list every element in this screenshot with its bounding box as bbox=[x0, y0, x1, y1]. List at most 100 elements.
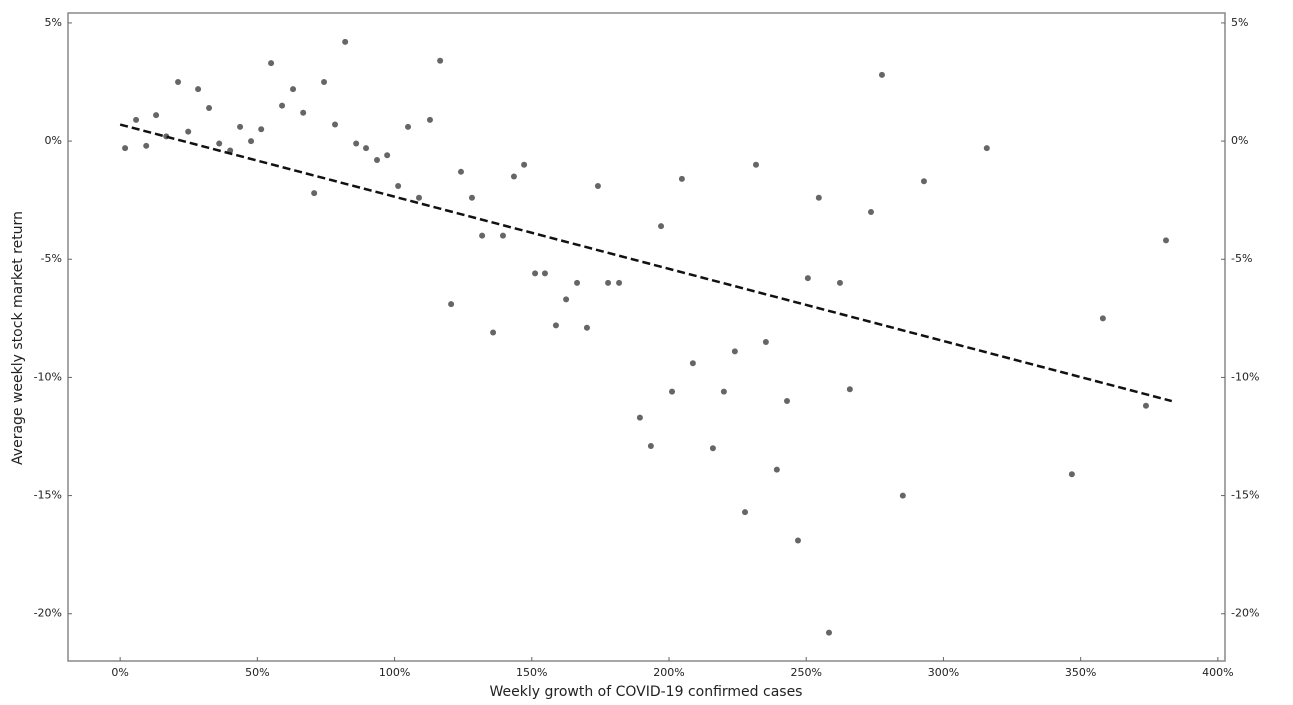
point bbox=[616, 279, 623, 286]
x-tick-label: 200% bbox=[653, 666, 684, 679]
point bbox=[836, 279, 843, 286]
point bbox=[175, 79, 182, 86]
point bbox=[437, 57, 444, 64]
point bbox=[846, 386, 853, 393]
point bbox=[311, 190, 318, 197]
point bbox=[867, 208, 874, 215]
point bbox=[122, 145, 129, 152]
y-tick-label-right: -10% bbox=[1231, 370, 1259, 383]
point bbox=[332, 121, 339, 128]
x-tick-label: 150% bbox=[516, 666, 547, 679]
point bbox=[899, 492, 906, 499]
point bbox=[563, 296, 570, 303]
x-tick-label: 250% bbox=[790, 666, 821, 679]
point bbox=[521, 161, 528, 168]
point bbox=[510, 173, 517, 180]
point bbox=[363, 145, 370, 152]
y-axis-label: Average weekly stock market return bbox=[10, 211, 26, 465]
point bbox=[448, 301, 455, 308]
point bbox=[1162, 237, 1169, 244]
plot-frame bbox=[67, 12, 1226, 662]
point bbox=[300, 109, 307, 116]
point bbox=[574, 279, 581, 286]
point bbox=[258, 126, 265, 133]
point bbox=[153, 112, 160, 119]
point bbox=[605, 279, 612, 286]
point bbox=[762, 338, 769, 345]
point bbox=[983, 145, 990, 152]
point bbox=[658, 223, 665, 230]
point bbox=[237, 123, 244, 130]
y-tick-label: -5% bbox=[41, 252, 62, 265]
x-tick-label: 400% bbox=[1202, 666, 1233, 679]
point bbox=[647, 442, 654, 449]
y-tick-label-right: -5% bbox=[1231, 252, 1252, 265]
point bbox=[773, 466, 780, 473]
point bbox=[395, 182, 402, 189]
x-axis-label: Weekly growth of COVID-19 confirmed case… bbox=[490, 684, 803, 700]
y-tick-label-right: -20% bbox=[1231, 607, 1259, 620]
x-tick-label: 50% bbox=[245, 666, 269, 679]
point bbox=[1099, 315, 1106, 322]
point bbox=[825, 629, 832, 636]
y-tick-label: -20% bbox=[34, 607, 62, 620]
point bbox=[279, 102, 286, 109]
point bbox=[920, 178, 927, 185]
point bbox=[731, 348, 738, 355]
y-tick-label-right: -15% bbox=[1231, 489, 1259, 502]
point bbox=[248, 138, 255, 145]
point bbox=[541, 270, 548, 277]
point bbox=[636, 414, 643, 421]
point bbox=[479, 232, 486, 239]
point bbox=[133, 116, 140, 123]
point bbox=[583, 324, 590, 331]
point bbox=[678, 175, 685, 182]
point bbox=[794, 537, 801, 544]
y-tick-label: 5% bbox=[45, 16, 62, 29]
point bbox=[143, 142, 150, 149]
point bbox=[490, 329, 497, 336]
point bbox=[1068, 471, 1075, 478]
trend-line bbox=[119, 123, 1173, 403]
point bbox=[457, 168, 464, 175]
point bbox=[206, 105, 213, 112]
point bbox=[268, 60, 275, 67]
y-tick-label-right: 0% bbox=[1231, 134, 1248, 147]
y-tick-label: -15% bbox=[34, 489, 62, 502]
point bbox=[552, 322, 559, 329]
point bbox=[669, 388, 676, 395]
point bbox=[185, 128, 192, 135]
point bbox=[216, 140, 223, 147]
point bbox=[689, 360, 696, 367]
point bbox=[342, 38, 349, 45]
point bbox=[804, 275, 811, 282]
point bbox=[384, 152, 391, 159]
point bbox=[532, 270, 539, 277]
point bbox=[405, 123, 412, 130]
point bbox=[752, 161, 759, 168]
point bbox=[594, 182, 601, 189]
point bbox=[878, 71, 885, 78]
x-tick-label: 0% bbox=[111, 666, 128, 679]
y-tick-label-right: 5% bbox=[1231, 16, 1248, 29]
point bbox=[709, 445, 716, 452]
point bbox=[1142, 402, 1149, 409]
point bbox=[742, 509, 749, 516]
point bbox=[353, 140, 360, 147]
point bbox=[374, 156, 381, 163]
point bbox=[290, 86, 297, 93]
point bbox=[720, 388, 727, 395]
x-tick-label: 100% bbox=[379, 666, 410, 679]
point bbox=[415, 194, 422, 201]
point bbox=[195, 86, 202, 93]
x-tick-label: 350% bbox=[1065, 666, 1096, 679]
point bbox=[499, 232, 506, 239]
x-tick-label: 300% bbox=[928, 666, 959, 679]
point bbox=[321, 79, 328, 86]
point bbox=[426, 116, 433, 123]
point bbox=[815, 194, 822, 201]
point bbox=[784, 398, 791, 405]
y-tick-label: 0% bbox=[45, 134, 62, 147]
y-tick-label: -10% bbox=[34, 370, 62, 383]
